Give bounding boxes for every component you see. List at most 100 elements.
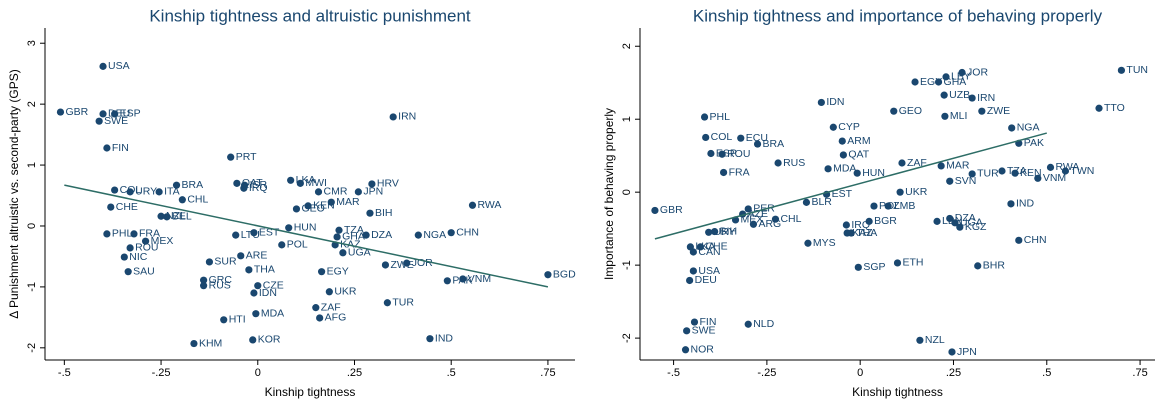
point-label: PAK bbox=[1024, 137, 1044, 149]
point bbox=[690, 318, 699, 326]
point bbox=[998, 167, 1006, 175]
point-label: MDA bbox=[261, 307, 284, 319]
panel: Kinship tightness and importance of beha… bbox=[602, 6, 1155, 399]
point bbox=[933, 217, 941, 225]
point bbox=[403, 259, 411, 267]
point bbox=[1117, 66, 1126, 74]
point-label: ETH bbox=[903, 257, 924, 269]
point bbox=[285, 224, 293, 232]
point bbox=[968, 170, 976, 178]
point-label: ZAF bbox=[907, 157, 927, 169]
point-label: THA bbox=[856, 227, 877, 239]
point bbox=[233, 179, 241, 187]
point bbox=[95, 117, 103, 125]
point-label: BGD bbox=[553, 268, 576, 280]
point-label: NIC bbox=[129, 251, 148, 263]
point-label: CHE bbox=[116, 201, 138, 213]
point bbox=[946, 214, 954, 223]
point-label: HUN bbox=[862, 167, 885, 179]
point bbox=[700, 113, 709, 121]
point bbox=[771, 215, 780, 223]
point bbox=[190, 339, 198, 348]
point bbox=[689, 248, 697, 256]
point bbox=[842, 221, 850, 229]
point-label: IRQ bbox=[249, 182, 268, 194]
point-label: SGP bbox=[863, 261, 885, 273]
point-label: FIN bbox=[699, 316, 716, 328]
point-label: IDN bbox=[826, 96, 844, 108]
point-label: QAT bbox=[848, 149, 869, 161]
point bbox=[325, 288, 333, 296]
point-label: CHL bbox=[187, 194, 208, 206]
point bbox=[354, 188, 362, 196]
point bbox=[838, 137, 846, 145]
point bbox=[681, 346, 690, 354]
point bbox=[232, 231, 240, 239]
point-label: CHN bbox=[456, 226, 479, 238]
point-label: GBR bbox=[660, 204, 683, 216]
point-label: AFG bbox=[325, 312, 347, 324]
point-label: VNM bbox=[1043, 172, 1066, 184]
point-label: JPN bbox=[363, 186, 383, 198]
point-label: FIN bbox=[112, 142, 129, 154]
point-label: RUS bbox=[783, 157, 805, 169]
point bbox=[847, 229, 855, 237]
point-label: RWA bbox=[477, 199, 501, 211]
point-label: SWE bbox=[692, 325, 716, 337]
point bbox=[753, 140, 762, 148]
point bbox=[749, 220, 758, 228]
point-label: SWE bbox=[104, 115, 128, 127]
point bbox=[249, 336, 257, 344]
point bbox=[205, 258, 214, 266]
point-label: MAR bbox=[946, 160, 970, 172]
point-label: CYP bbox=[838, 121, 860, 133]
point-label: IRN bbox=[977, 92, 995, 104]
point-label: ZMB bbox=[893, 200, 915, 212]
point bbox=[744, 205, 752, 213]
point-label: LKA bbox=[296, 174, 316, 186]
point bbox=[1015, 236, 1023, 244]
point bbox=[958, 68, 966, 77]
point bbox=[103, 230, 111, 238]
point-label: SAU bbox=[133, 265, 155, 277]
x-tick-label: .25 bbox=[946, 367, 961, 379]
panel: Kinship tightness and altruistic punishm… bbox=[7, 6, 576, 399]
point-label: ZAF bbox=[321, 301, 341, 313]
point bbox=[696, 243, 705, 251]
point bbox=[948, 348, 956, 356]
point-label: ARG bbox=[758, 218, 781, 230]
point-label: GHA bbox=[342, 231, 365, 243]
point bbox=[316, 314, 324, 322]
point bbox=[707, 149, 715, 158]
point bbox=[459, 275, 467, 283]
point bbox=[111, 110, 119, 118]
point bbox=[940, 91, 948, 99]
point bbox=[968, 94, 976, 102]
x-tick-label: .25 bbox=[347, 367, 362, 379]
point-label: EST bbox=[832, 188, 853, 200]
point bbox=[1007, 200, 1015, 208]
point bbox=[937, 162, 945, 170]
point bbox=[250, 289, 258, 297]
chart-title: Kinship tightness and altruistic punishm… bbox=[149, 6, 471, 25]
point-label: UKR bbox=[334, 286, 357, 298]
x-tick-label: .75 bbox=[1132, 367, 1147, 379]
point bbox=[426, 335, 434, 343]
point-label: PRT bbox=[236, 151, 257, 163]
point-label: CHE bbox=[705, 241, 727, 253]
point bbox=[702, 133, 710, 142]
y-tick-label: -1 bbox=[621, 260, 633, 270]
point bbox=[854, 263, 862, 271]
point bbox=[941, 112, 949, 120]
point-label: DZA bbox=[955, 212, 976, 224]
point-label: IRQ bbox=[851, 219, 870, 231]
point-label: FRA bbox=[139, 228, 160, 240]
point-label: BRA bbox=[763, 138, 785, 150]
point bbox=[893, 259, 902, 267]
point-label: MWI bbox=[305, 177, 327, 189]
y-tick-label: 1 bbox=[621, 116, 633, 122]
y-tick-label: 0 bbox=[621, 189, 633, 195]
point-label: UGA bbox=[348, 247, 371, 259]
x-tick-label: -.25 bbox=[152, 367, 171, 379]
point-label: BLR bbox=[811, 196, 832, 208]
